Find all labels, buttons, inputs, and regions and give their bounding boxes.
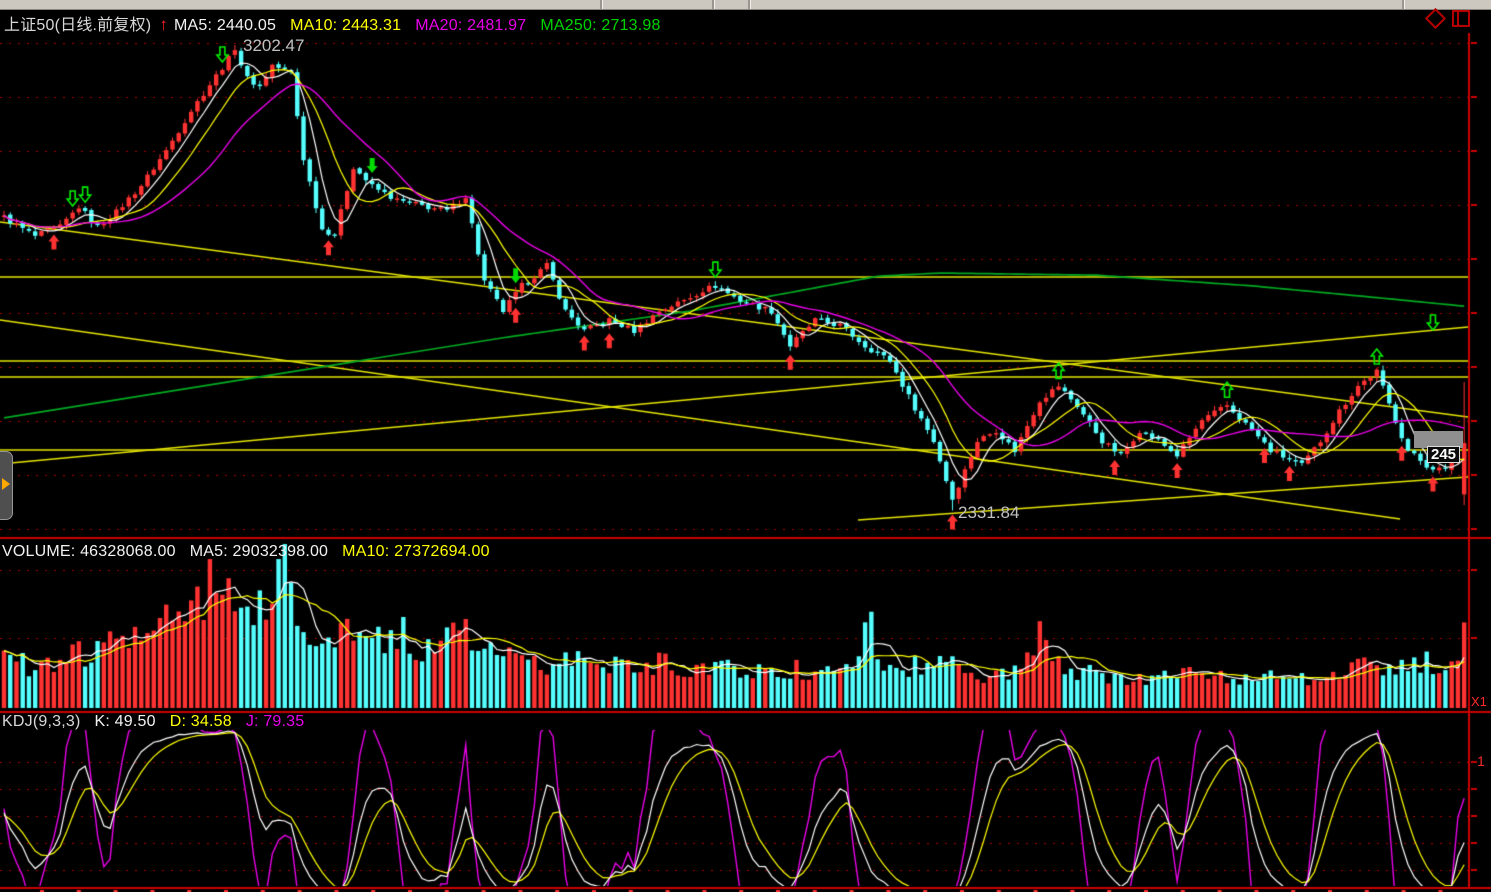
volume-readout: VOLUME: 46328068.00 [2,543,176,560]
main-chart-header: 上证50(日线.前复权) ↑ MA5: 2440.05 MA10: 2443.31 MA… [4,11,675,35]
volume-scale-label[interactable]: X1 [1471,694,1487,709]
ma20-label: MA20: [415,17,463,34]
last-price-tag-box [1414,431,1463,448]
ma5-value: 2440.05 [216,17,277,34]
toolbar-divider [600,0,603,9]
kdj-d-label: D: [169,713,187,730]
toolbar-divider [712,0,715,9]
ma5-label: MA5: [174,17,213,34]
ma20-readout: MA20: 2481.97 [415,17,526,34]
kdj-j-value: 79.35 [263,713,305,730]
kdj-d-value: 34.58 [190,713,232,730]
volume-ma5-value: 29032398.00 [232,543,329,560]
kdj-header: KDJ(9,3,3) K: 49.50 D: 34.58 J: 79.35 [2,713,318,731]
ma250-label: MA250: [540,17,597,34]
diamond-icon[interactable] [1424,7,1447,30]
expand-arrow-icon [2,478,10,490]
kdj-axis-label: 1 [1477,753,1485,769]
toolbar-divider [748,0,751,9]
volume-ma10-label: MA10: [342,543,390,560]
toolbar-strip [0,0,1491,10]
window-controls [1424,7,1480,30]
volume-label: VOLUME: [2,543,76,560]
ma20-value: 2481.97 [467,17,527,34]
ma250-readout: MA250: 2713.98 [540,17,660,34]
volume-header: VOLUME: 46328068.00 MA5: 29032398.00 MA10:… [2,543,504,561]
kdj-d-readout: D: 34.58 [170,713,232,730]
ma10-value: 2443.31 [341,17,402,34]
volume-ma10-readout: MA10: 27372694.00 [342,543,490,560]
volume-value: 46328068.00 [80,543,176,560]
volume-ma5-readout: MA5: 29032398.00 [190,543,328,560]
toolbar-divider [1402,0,1405,9]
ma10-readout: MA10: 2443.31 [290,17,401,34]
volume-ma10-value: 27372694.00 [394,543,490,560]
up-arrow-icon: ↑ [159,15,169,34]
kdj-title: KDJ(9,3,3) [2,713,81,730]
ma250-value: 2713.98 [601,17,661,34]
kdj-k-value: 49.50 [114,713,156,730]
low-price-label: 2331.84 [958,503,1020,522]
ma10-label: MA10: [290,17,338,34]
kdj-k-label: K: [94,713,110,730]
panel-expand-handle[interactable] [0,451,13,520]
ma5-readout: MA5: 2440.05 [174,17,276,34]
kdj-j-readout: J: 79.35 [246,713,305,730]
symbol-title: 上证50(日线.前复权) [4,17,152,34]
split-window-icon-bar [1457,12,1459,25]
split-window-icon[interactable] [1452,10,1470,27]
volume-ma5-label: MA5: [189,543,228,560]
kdj-j-label: J: [245,713,259,730]
peak-price-label: 3202.47 [243,36,305,55]
last-price-label: 245 [1427,446,1461,463]
kdj-k-readout: K: 49.50 [94,713,155,730]
